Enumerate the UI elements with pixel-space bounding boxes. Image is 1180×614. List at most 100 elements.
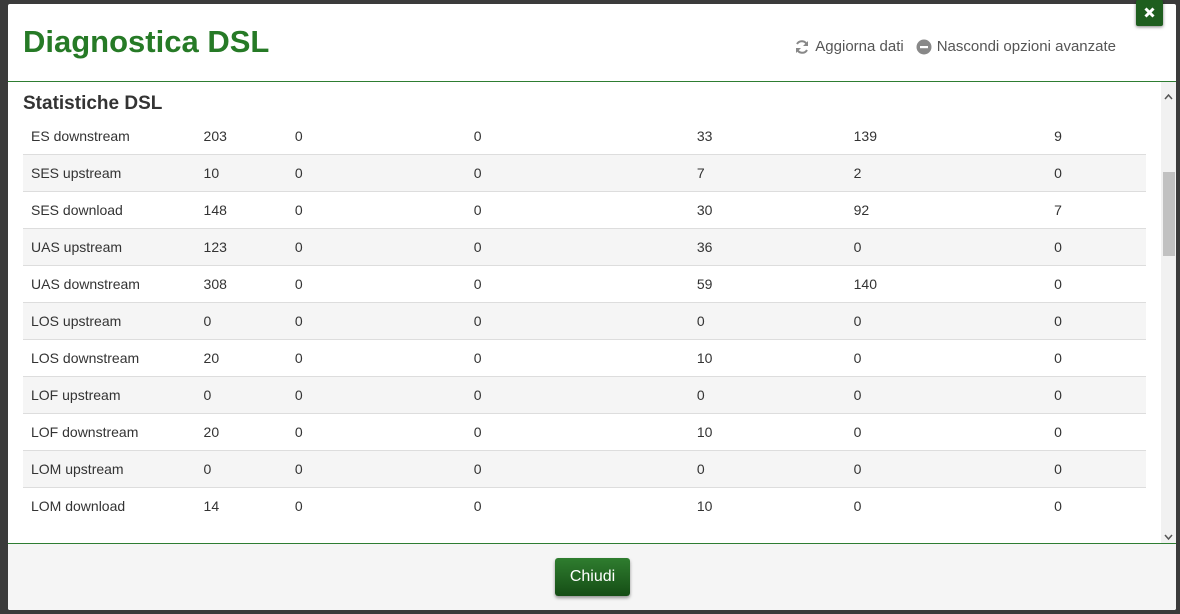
row-label: LOF upstream xyxy=(23,376,196,414)
cell-value: 2 xyxy=(845,154,1047,192)
cell-value: 7 xyxy=(688,154,846,192)
refresh-action[interactable]: Aggiorna dati xyxy=(794,38,904,55)
cell-value: 20 xyxy=(195,413,287,451)
modal: Diagnostica DSL Aggiorna dati Nascondi o… xyxy=(8,4,1176,610)
cell-value: 0 xyxy=(845,339,1047,377)
cell-value: 0 xyxy=(688,302,846,340)
cell-value: 14 xyxy=(195,487,287,524)
table-viewport: ES downstream 203 0 0 33 139 9 SES upstream 10 0 0… xyxy=(23,123,1146,543)
cell-value: 0 xyxy=(286,154,466,192)
cell-value: 33 xyxy=(688,123,846,155)
cell-value: 139 xyxy=(845,123,1047,155)
cell-value: 0 xyxy=(195,450,287,488)
cell-value: 0 xyxy=(1046,154,1146,192)
cell-value: 0 xyxy=(286,302,466,340)
cell-value: 0 xyxy=(845,413,1047,451)
scrollbar[interactable] xyxy=(1161,82,1176,543)
row-label: LOS upstream xyxy=(23,302,196,340)
row-label: LOF downstream xyxy=(23,413,196,451)
cell-value: 0 xyxy=(845,228,1047,266)
cell-value: 0 xyxy=(286,265,466,303)
table-row: UAS downstream 308 0 0 59 140 0 xyxy=(23,265,1146,303)
toggle-advanced-action[interactable]: Nascondi opzioni avanzate xyxy=(916,38,1116,55)
cell-value: 0 xyxy=(195,376,287,414)
row-label: UAS downstream xyxy=(23,265,196,303)
cell-value: 0 xyxy=(465,339,689,377)
cell-value: 7 xyxy=(1046,191,1146,229)
cell-value: 0 xyxy=(1046,376,1146,414)
table-row: LOM upstream 0 0 0 0 0 0 xyxy=(23,450,1146,488)
cell-value: 308 xyxy=(195,265,287,303)
cell-value: 0 xyxy=(688,450,846,488)
table-row: SES upstream 10 0 0 7 2 0 xyxy=(23,154,1146,192)
cell-value: 0 xyxy=(1046,228,1146,266)
scroll-thumb[interactable] xyxy=(1163,172,1175,256)
row-label: SES upstream xyxy=(23,154,196,192)
cell-value: 148 xyxy=(195,191,287,229)
close-icon-button[interactable] xyxy=(1136,0,1163,26)
refresh-label: Aggiorna dati xyxy=(815,38,904,55)
cell-value: 203 xyxy=(195,123,287,155)
stats-table: ES downstream 203 0 0 33 139 9 SES upstream 10 0 0… xyxy=(23,123,1146,524)
toggle-advanced-label: Nascondi opzioni avanzate xyxy=(936,38,1116,55)
cell-value: 0 xyxy=(1046,487,1146,524)
cell-value: 0 xyxy=(286,450,466,488)
cell-value: 0 xyxy=(286,487,466,524)
row-label: LOM download xyxy=(23,487,196,524)
cell-value: 0 xyxy=(465,228,689,266)
cell-value: 0 xyxy=(286,413,466,451)
cell-value: 10 xyxy=(195,154,287,192)
cell-value: 0 xyxy=(1046,302,1146,340)
table-row: LOF upstream 0 0 0 0 0 0 xyxy=(23,376,1146,414)
cell-value: 0 xyxy=(1046,413,1146,451)
close-button[interactable]: Chiudi xyxy=(555,558,630,596)
cell-value: 0 xyxy=(465,123,689,155)
table-row: ES downstream 203 0 0 33 139 9 xyxy=(23,123,1146,155)
scroll-arrows xyxy=(1164,93,1173,541)
cell-value: 0 xyxy=(845,376,1047,414)
cell-value: 0 xyxy=(286,123,466,155)
cell-value: 0 xyxy=(286,191,466,229)
cell-value: 123 xyxy=(195,228,287,266)
row-label: LOM upstream xyxy=(23,450,196,488)
cell-value: 59 xyxy=(688,265,846,303)
modal-header: Diagnostica DSL Aggiorna dati Nascondi o… xyxy=(8,4,1176,82)
cell-value: 0 xyxy=(465,191,689,229)
cell-value: 0 xyxy=(465,376,689,414)
refresh-icon xyxy=(796,39,809,54)
cell-value: 0 xyxy=(845,450,1047,488)
table-row: LOS downstream 20 0 0 10 0 0 xyxy=(23,339,1146,377)
cell-value: 0 xyxy=(845,487,1047,524)
cell-value: 0 xyxy=(1046,450,1146,488)
cell-value: 0 xyxy=(465,450,689,488)
cell-value: 36 xyxy=(688,228,846,266)
cell-value: 0 xyxy=(1046,339,1146,377)
cell-value: 92 xyxy=(845,191,1047,229)
modal-title: Diagnostica DSL xyxy=(23,24,270,59)
cell-value: 0 xyxy=(1046,265,1146,303)
table-row: LOM download 14 0 0 10 0 0 xyxy=(23,487,1146,524)
header-actions: Aggiorna dati Nascondi opzioni avanzate xyxy=(794,38,1116,55)
row-label: ES downstream xyxy=(23,123,196,155)
row-label: LOS downstream xyxy=(23,339,196,377)
cell-value: 0 xyxy=(286,376,466,414)
cell-value: 9 xyxy=(1046,123,1146,155)
section-title: Statistiche DSL xyxy=(23,93,163,114)
table-row: SES download 148 0 0 30 92 7 xyxy=(23,191,1146,229)
cell-value: 0 xyxy=(465,265,689,303)
close-icon xyxy=(1144,7,1155,18)
cell-value: 30 xyxy=(688,191,846,229)
cell-value: 0 xyxy=(286,339,466,377)
cell-value: 0 xyxy=(195,302,287,340)
cell-value: 0 xyxy=(465,154,689,192)
table-row: UAS upstream 123 0 0 36 0 0 xyxy=(23,228,1146,266)
cell-value: 0 xyxy=(465,302,689,340)
cell-value: 0 xyxy=(465,413,689,451)
cell-value: 10 xyxy=(688,487,846,524)
row-label: UAS upstream xyxy=(23,228,196,266)
cell-value: 0 xyxy=(465,487,689,524)
cell-value: 0 xyxy=(688,376,846,414)
minus-icon xyxy=(916,39,932,54)
table-body: ES downstream 203 0 0 33 139 9 SES upstream 10 0 0… xyxy=(23,123,1146,524)
